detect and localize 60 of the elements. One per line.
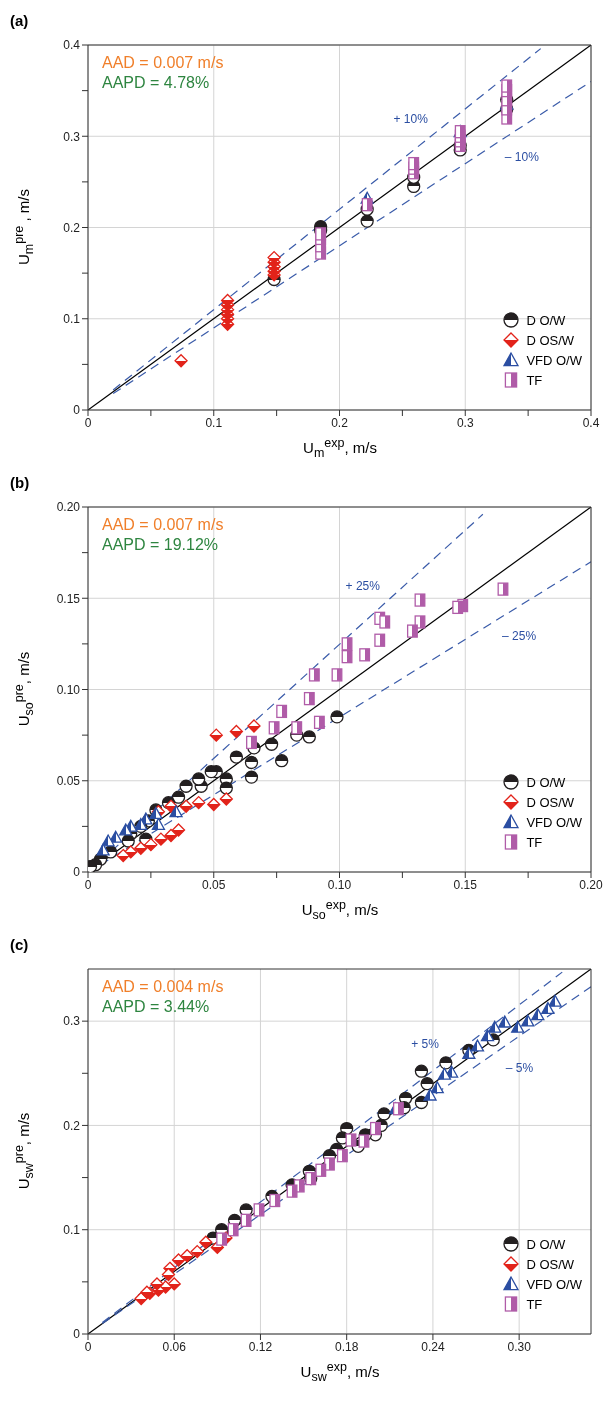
x-tick-label: 0.05 — [202, 877, 226, 892]
y-tick-label: 0.1 — [63, 1222, 81, 1237]
x-tick-label: 0.1 — [205, 415, 223, 430]
y-tick-label: 0.4 — [63, 38, 81, 53]
x-tick-label: 0.18 — [335, 1339, 359, 1354]
y-tick-label: 0.1 — [63, 312, 81, 327]
y-tick-label: 0 — [73, 1327, 81, 1342]
annotation: AAPD = 19.12% — [102, 536, 219, 554]
annotation: AAPD = 4.78% — [102, 74, 210, 92]
annotation: AAPD = 3.44% — [102, 998, 210, 1016]
y-tick-label: 0.15 — [56, 591, 81, 606]
y-tick-label: 0.2 — [63, 1118, 81, 1133]
y-tick-label: 0 — [73, 865, 81, 880]
chart-title: (c) — [10, 936, 29, 953]
annotation: – 10% — [504, 150, 540, 165]
chart-title: (a) — [10, 12, 29, 29]
y-tick-label: 0.20 — [56, 500, 81, 515]
legend-label: TF — [526, 834, 543, 850]
x-tick-label: 0.30 — [507, 1339, 532, 1354]
x-axis-title: U$_{so}$$^{exp}$, m/s — [300, 898, 380, 922]
y-tick-label: 0 — [73, 403, 81, 418]
x-tick-label: 0.12 — [248, 1339, 273, 1354]
x-tick-label: 0.15 — [453, 877, 478, 892]
x-tick-label: 0 — [84, 1339, 92, 1354]
x-axis-title: U$_{sw}$$^{exp}$, m/s — [299, 1360, 381, 1384]
legend-label: D O/W — [526, 312, 566, 328]
legend-label: D O/W — [526, 1236, 566, 1252]
y-tick-label: 0.05 — [56, 774, 81, 789]
x-tick-label: 0.2 — [331, 415, 349, 430]
x-tick-label: 0.06 — [162, 1339, 187, 1354]
y-tick-label: 0.3 — [63, 129, 81, 144]
y-tick-label: 0.2 — [63, 220, 81, 235]
annotation: + 25% — [345, 578, 381, 593]
x-tick-label: 0.20 — [579, 877, 603, 892]
x-axis-title: U$_{m}$$^{exp}$, m/s — [302, 436, 378, 460]
x-tick-label: 0 — [84, 415, 92, 430]
annotation: – 25% — [502, 628, 537, 643]
legend-label: D OS/W — [526, 332, 575, 348]
legend-label: VFD O/W — [526, 352, 582, 368]
y-tick-label: 0.3 — [63, 1014, 81, 1029]
y-tick-label: 0.10 — [56, 682, 81, 697]
legend-label: VFD O/W — [526, 1276, 582, 1292]
legend-label: D OS/W — [526, 1256, 575, 1272]
legend-label: D OS/W — [526, 794, 575, 810]
legend-label: TF — [526, 372, 543, 388]
x-tick-label: 0 — [84, 877, 92, 892]
annotation: – 5% — [505, 1061, 534, 1076]
x-tick-label: 0.24 — [421, 1339, 445, 1354]
annotation: + 10% — [393, 111, 429, 126]
legend-label: D O/W — [526, 774, 566, 790]
legend-label: VFD O/W — [526, 814, 582, 830]
legend-label: TF — [526, 1296, 543, 1312]
annotation: + 5% — [411, 1037, 440, 1052]
annotation: AAD = 0.007 m/s — [102, 516, 224, 534]
x-tick-label: 0.3 — [456, 415, 474, 430]
annotation: AAD = 0.004 m/s — [102, 978, 224, 996]
chart-title: (b) — [10, 474, 30, 491]
x-tick-label: 0.4 — [582, 415, 600, 430]
annotation: AAD = 0.007 m/s — [102, 54, 224, 72]
x-tick-label: 0.10 — [327, 877, 352, 892]
